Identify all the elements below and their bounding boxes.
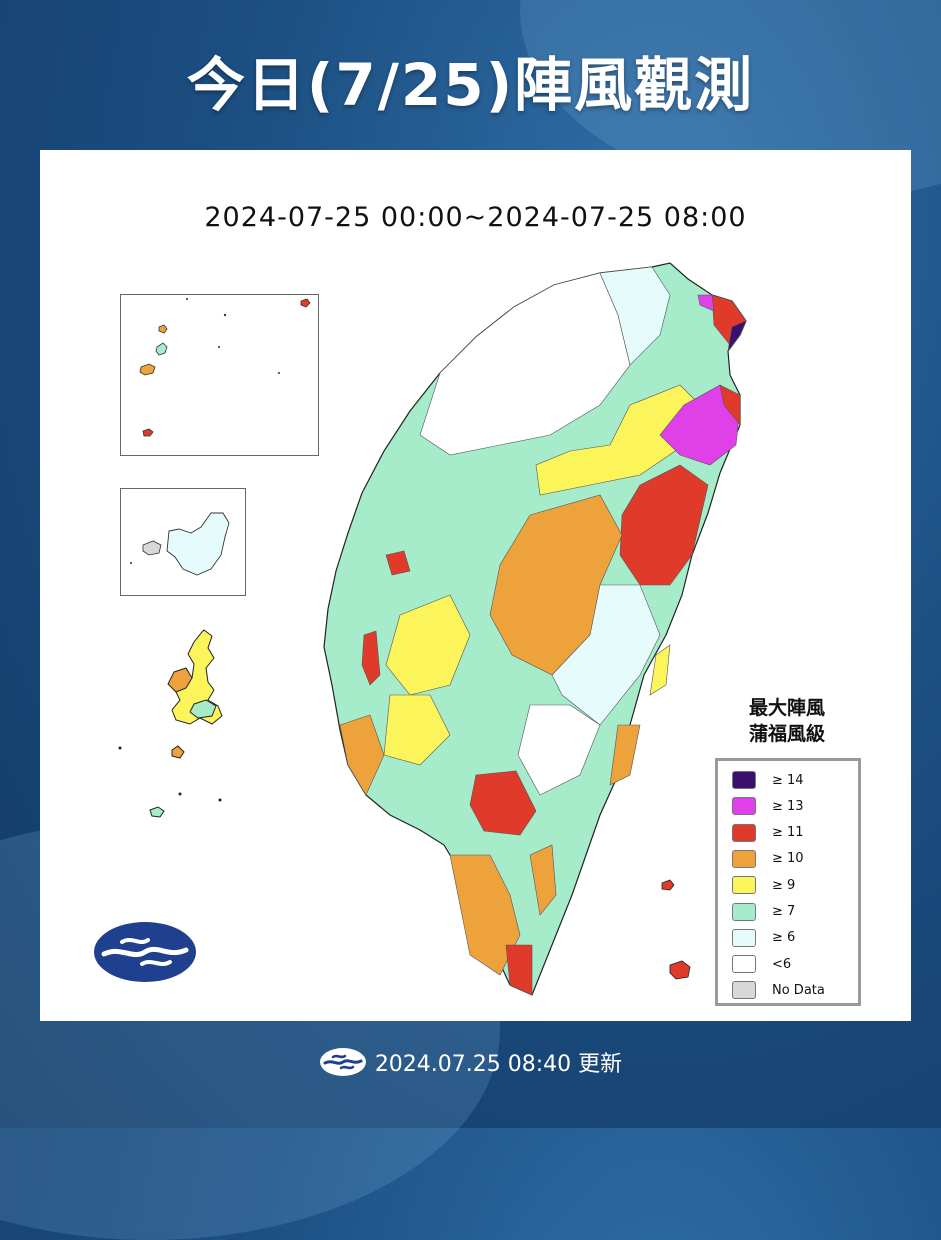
- legend-item: ≥ 9: [732, 874, 795, 896]
- legend-swatch: [732, 876, 756, 895]
- legend-label: ≥ 6: [772, 930, 796, 946]
- legend-item: ≥ 11: [732, 822, 804, 844]
- legend-item: ≥ 6: [732, 927, 795, 949]
- time-range: 2024-07-25 00:00~2024-07-25 08:00: [204, 202, 747, 233]
- legend-swatch: [732, 771, 756, 789]
- legend-label: <6: [772, 956, 792, 972]
- legend-item: No Data: [732, 979, 825, 1001]
- penghu-islands: [118, 629, 223, 818]
- legend-label: ≥ 9: [772, 877, 796, 893]
- legend-item: ≥ 13: [732, 795, 804, 817]
- legend-title: 最大陣風 蒲福風級: [732, 695, 842, 747]
- legend-swatch: [732, 902, 756, 921]
- kinmen-islands: [130, 512, 230, 576]
- taiwan-main-map: [323, 262, 747, 996]
- legend-label: ≥ 11: [772, 825, 804, 841]
- legend-title-line1: 最大陣風: [748, 697, 825, 719]
- legend-swatch: [732, 928, 756, 947]
- legend-swatch: [732, 849, 756, 868]
- legend-item: ≥ 14: [732, 769, 804, 791]
- legend-item: <6: [732, 953, 791, 975]
- legend-item: ≥ 10: [732, 848, 804, 870]
- footer: 2024.07.25 08:40 更新: [0, 1046, 941, 1078]
- inset-matsu: [120, 294, 319, 456]
- legend-label: ≥ 13: [772, 798, 804, 814]
- inset-kinmen: [120, 488, 246, 596]
- update-time: 2024.07.25 08:40 更新: [374, 1052, 623, 1077]
- page-title: 今日(7/25)陣風觀測: [186, 51, 755, 119]
- legend-label: No Data: [772, 982, 825, 998]
- legend-swatch: [732, 823, 756, 842]
- legend-swatch: [732, 981, 756, 1000]
- legend-label: ≥ 14: [772, 772, 804, 788]
- legend-title-line2: 蒲福風級: [748, 723, 825, 745]
- cwa-logo-icon: [319, 1048, 366, 1076]
- legend-item: ≥ 7: [732, 901, 795, 923]
- legend-label: ≥ 7: [772, 904, 796, 919]
- legend-label: ≥ 10: [772, 851, 804, 867]
- legend-swatch: [732, 797, 756, 816]
- cwa-logo-icon: [94, 922, 196, 982]
- legend-swatch: [732, 955, 756, 974]
- matsu-islands: [139, 298, 311, 437]
- map-panel: 2024-07-25 00:00~2024-07-25 08:00: [40, 150, 911, 1021]
- legend: ≥ 14 ≥ 13 ≥ 11 ≥ 10 ≥ 9 ≥ 7 ≥ 6 <6 No Data: [715, 758, 861, 1006]
